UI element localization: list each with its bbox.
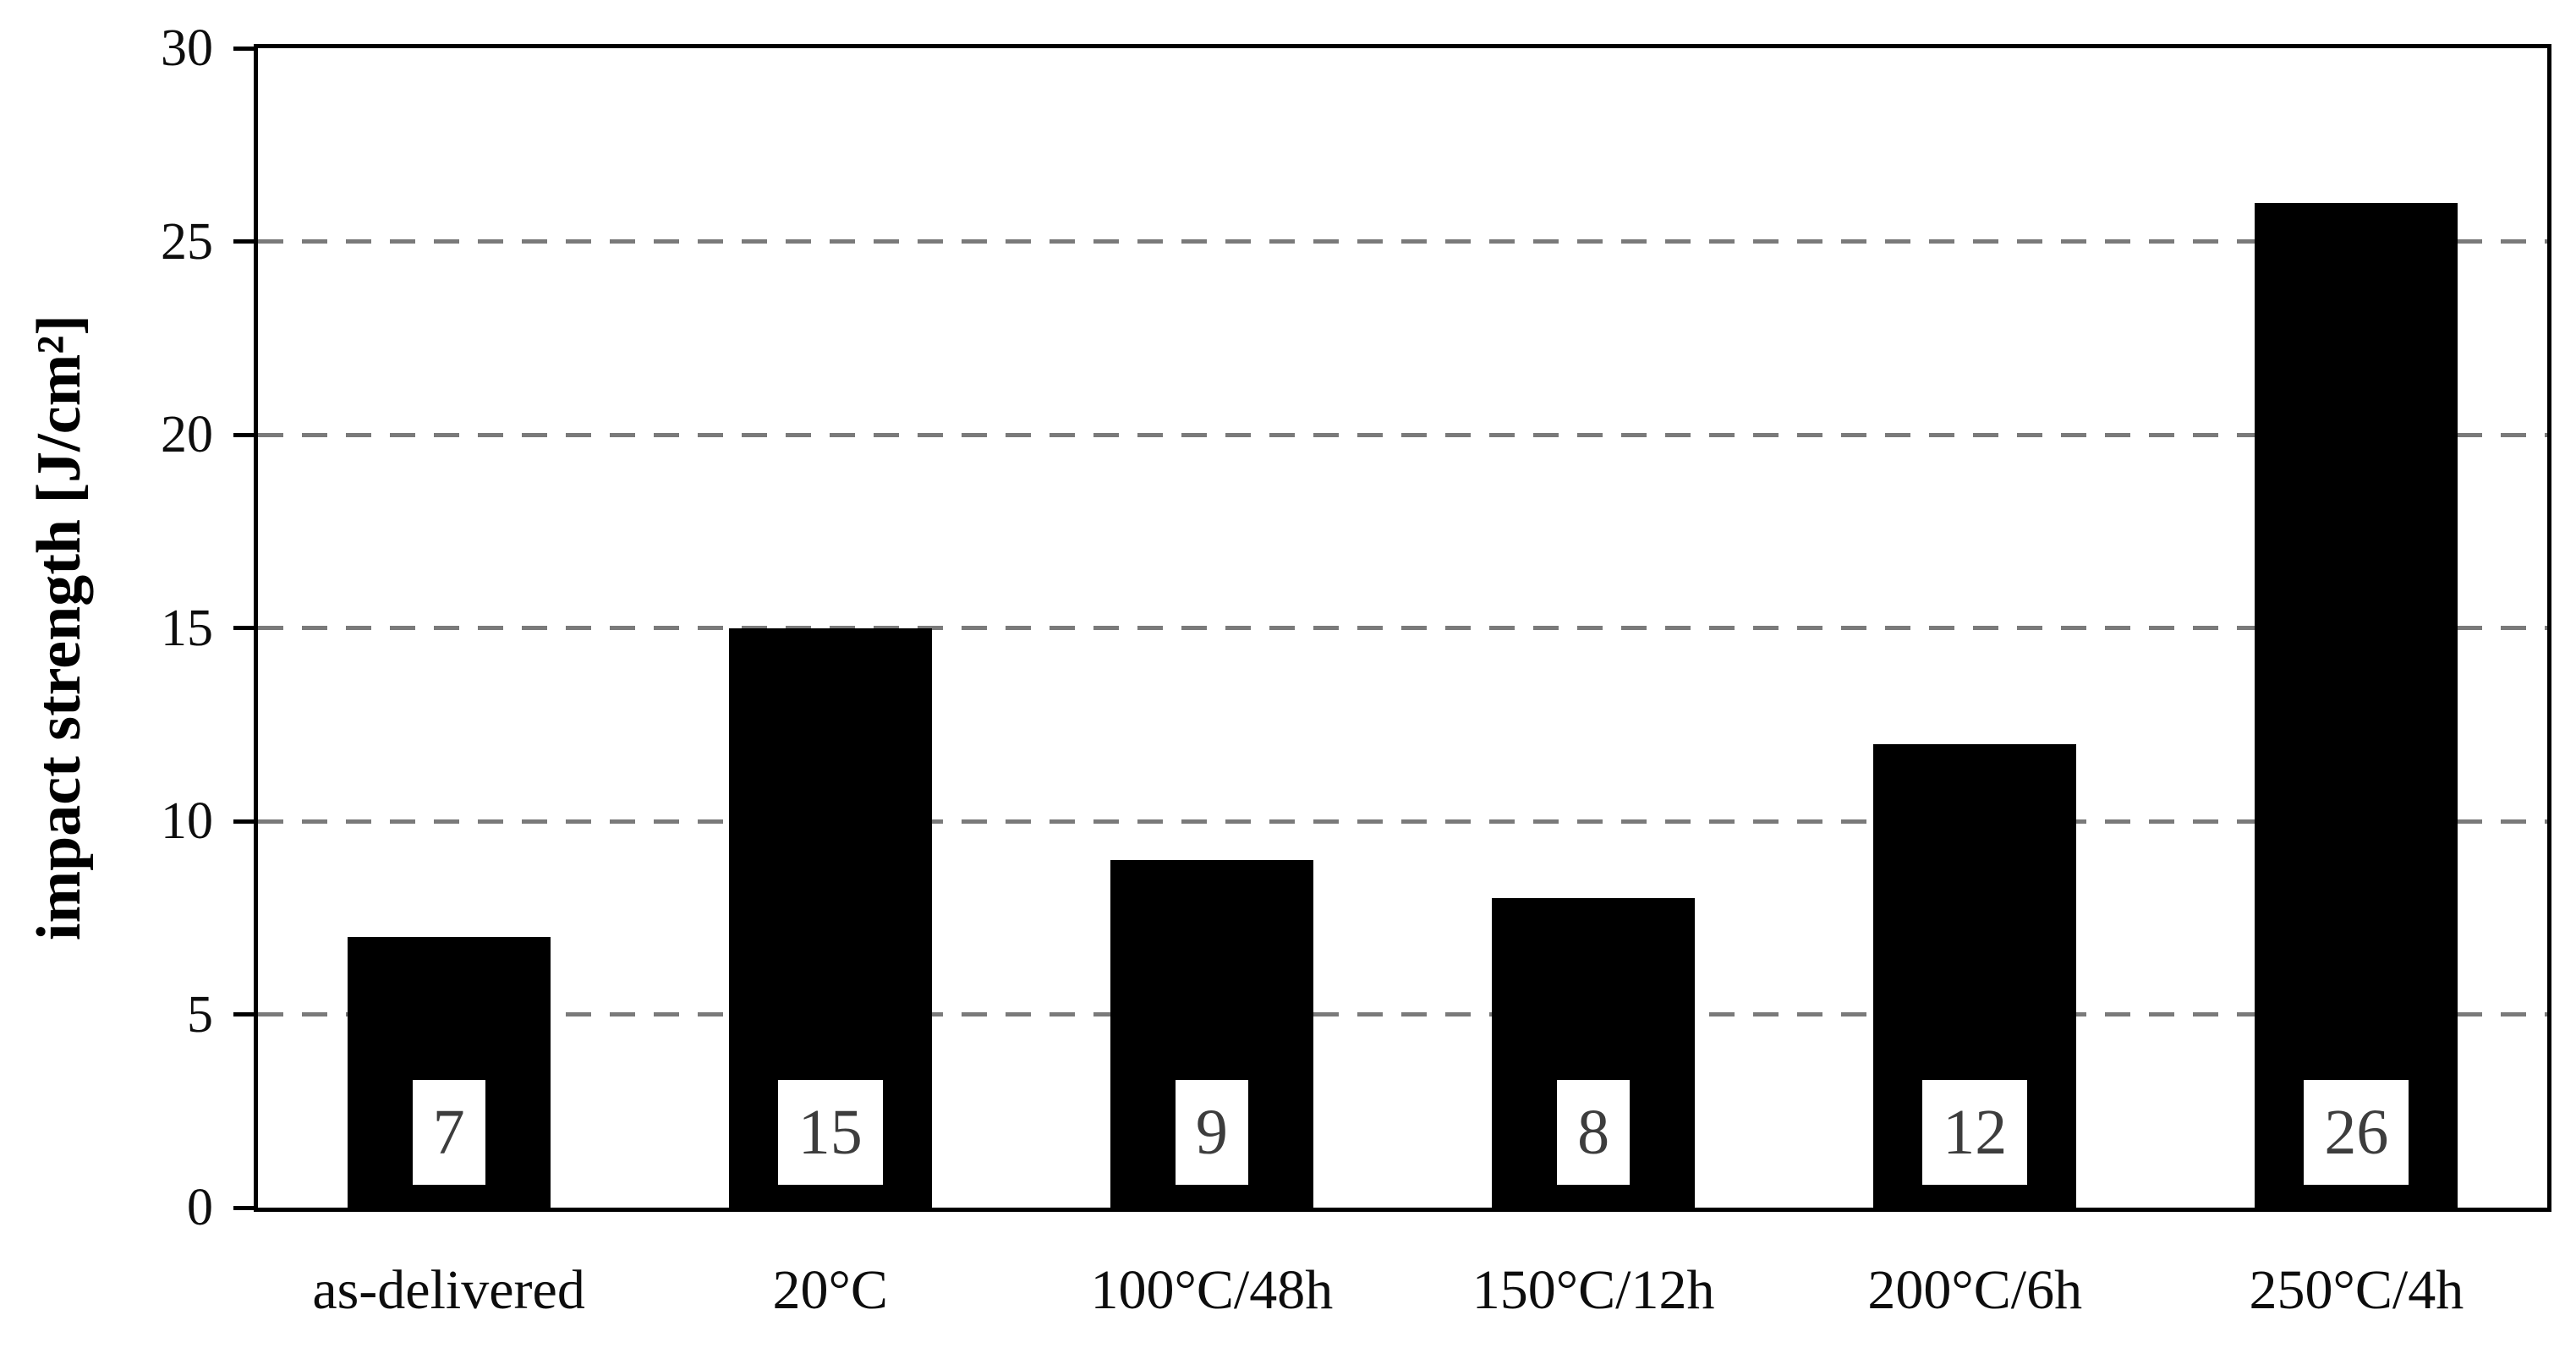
y-tick-label-20: 20: [161, 406, 213, 463]
y-tick-label-10: 10: [161, 792, 213, 850]
y-tick-mark-25: [233, 239, 254, 244]
gridline-10: [258, 819, 2547, 824]
x-tick-label-100°C/48h: 100°C/48h: [1090, 1259, 1334, 1321]
gridline-15: [258, 626, 2547, 630]
gridline-5: [258, 1012, 2547, 1016]
y-tick-label-25: 25: [161, 212, 213, 271]
y-tick-mark-10: [233, 819, 254, 824]
y-tick-mark-0: [233, 1205, 254, 1210]
bar-250°C/4h: 26: [2255, 202, 2458, 1208]
plot-area: 7 15 9 8 12 26: [254, 44, 2551, 1212]
y-tick-label-0: 0: [187, 1179, 213, 1236]
bar-100°C/48h: 9: [1110, 859, 1313, 1208]
x-tick-label-as-delivered: as-delivered: [312, 1259, 585, 1321]
bar-20°C: 15: [728, 627, 932, 1208]
x-tick-label-20°C: 20°C: [772, 1259, 888, 1321]
y-tick-mark-5: [233, 1012, 254, 1016]
bar-value-label: 26: [2304, 1080, 2409, 1185]
bar-as-delivered: 7: [347, 937, 551, 1208]
bar-value-label: 9: [1175, 1080, 1248, 1185]
bar-value-label: 12: [1922, 1080, 2028, 1185]
y-tick-label-30: 30: [161, 19, 213, 77]
y-tick-mark-30: [233, 46, 254, 51]
bar-value-label: 7: [412, 1080, 485, 1185]
bar-value-label: 15: [777, 1080, 883, 1185]
gridline-25: [258, 239, 2547, 244]
x-tick-label-200°C/6h: 200°C/6h: [1867, 1259, 2083, 1321]
x-tick-label-150°C/12h: 150°C/12h: [1472, 1259, 1715, 1321]
bar-200°C/6h: 12: [1873, 743, 2077, 1208]
y-tick-label-15: 15: [161, 599, 213, 657]
y-tick-label-5: 5: [187, 985, 213, 1044]
gridline-20: [258, 432, 2547, 437]
x-tick-label-250°C/4h: 250°C/4h: [2249, 1259, 2464, 1321]
bar-150°C/12h: 8: [1492, 898, 1696, 1208]
bar-value-label: 8: [1557, 1080, 1631, 1185]
y-tick-mark-20: [233, 432, 254, 437]
y-tick-mark-15: [233, 626, 254, 630]
